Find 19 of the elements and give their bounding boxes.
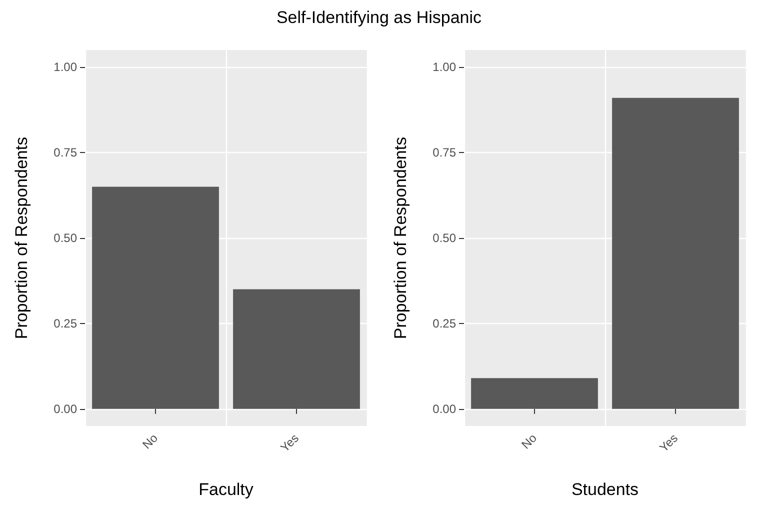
y-tick-label: 0.75 bbox=[54, 146, 78, 160]
x-axis-title: Students bbox=[571, 480, 639, 499]
y-tick-label: 0.25 bbox=[432, 316, 456, 330]
y-tick-label: 1.00 bbox=[54, 60, 78, 74]
chart-title: Self-Identifying as Hispanic bbox=[275, 8, 483, 28]
x-tick-label: Yes bbox=[278, 431, 302, 455]
y-axis-title: Proportion of Respondents bbox=[391, 136, 410, 340]
y-tick-label: 0.25 bbox=[54, 316, 78, 330]
y-tick-label: 0.75 bbox=[432, 146, 456, 160]
y-tick-label: 0.50 bbox=[54, 231, 78, 245]
x-tick-label: Yes bbox=[656, 431, 680, 455]
x-tick-label: No bbox=[140, 430, 161, 452]
x-tick-label: No bbox=[518, 430, 540, 452]
y-tick-label: 0.00 bbox=[54, 402, 78, 416]
y-tick-label: 1.00 bbox=[432, 60, 456, 74]
y-axis-title: Proportion of Respondents bbox=[12, 136, 31, 340]
y-tick-label: 0.00 bbox=[432, 402, 456, 416]
y-tick-label: 0.50 bbox=[432, 231, 456, 245]
x-axis-title: Faculty bbox=[198, 480, 254, 499]
